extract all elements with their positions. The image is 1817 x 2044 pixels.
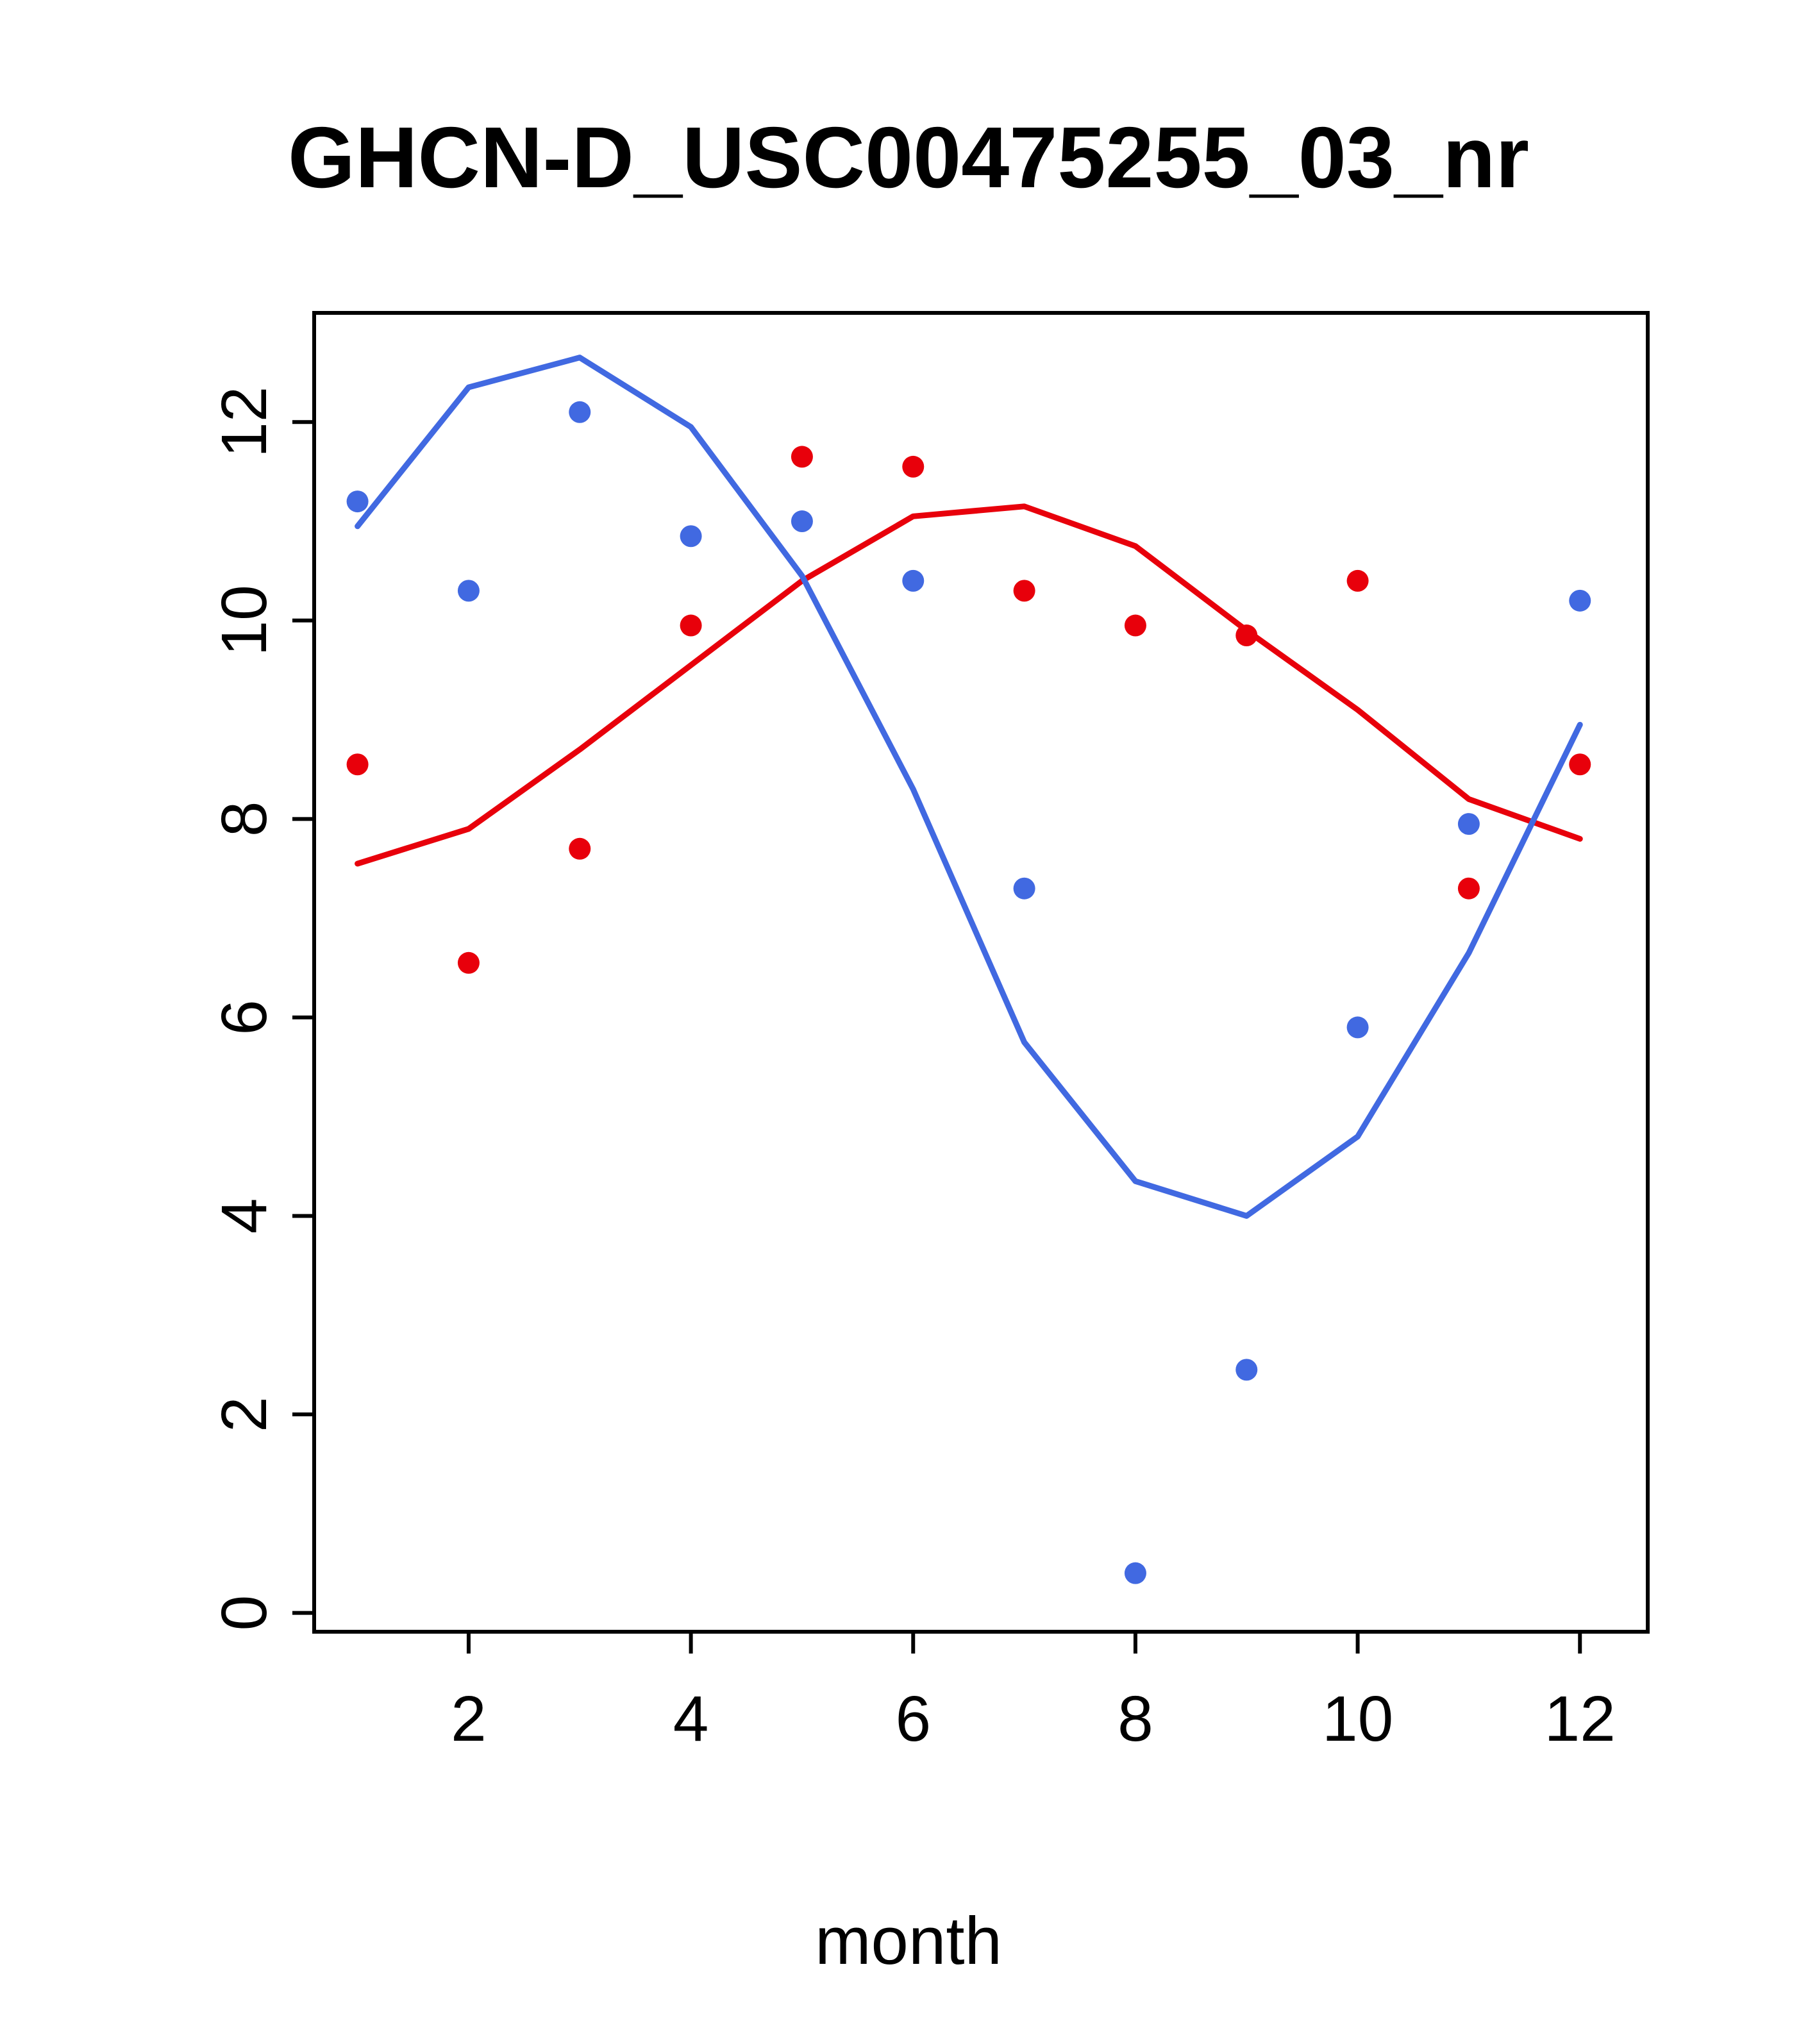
y-tick-label: 12 xyxy=(208,387,280,458)
y-tick-label: 6 xyxy=(208,1000,280,1035)
blue-points-marker xyxy=(1569,589,1591,612)
red-points-marker xyxy=(902,455,925,478)
y-tick-label: 0 xyxy=(208,1595,280,1631)
blue-points-marker xyxy=(1457,813,1480,835)
blue-points-marker xyxy=(346,490,369,513)
red-points-marker xyxy=(1457,877,1480,900)
x-tick-label: 6 xyxy=(895,1683,931,1755)
blue-points-marker xyxy=(1346,1016,1369,1039)
red-points-marker xyxy=(1235,624,1258,647)
y-tick-label: 2 xyxy=(208,1396,280,1432)
y-tick-label: 10 xyxy=(208,585,280,656)
x-tick-label: 2 xyxy=(451,1683,487,1755)
x-tick-label: 12 xyxy=(1545,1683,1616,1755)
red-points-marker xyxy=(1346,569,1369,592)
blue-points-marker xyxy=(1013,877,1035,900)
blue-points-marker xyxy=(791,510,813,533)
red-points-marker xyxy=(457,951,480,974)
red-points-marker xyxy=(1569,753,1591,776)
red-trend-line xyxy=(355,503,1583,867)
blue-points-marker xyxy=(902,569,925,592)
x-tick-label: 8 xyxy=(1118,1683,1153,1755)
red-points-marker xyxy=(1013,580,1035,602)
blue-points-marker xyxy=(569,401,591,423)
blue-points-marker xyxy=(1124,1562,1146,1584)
y-tick-label: 4 xyxy=(208,1198,280,1234)
blue-points-marker xyxy=(1235,1359,1258,1381)
x-axis-label: month xyxy=(815,1904,1002,1979)
y-tick-label: 8 xyxy=(208,801,280,837)
blue-points-marker xyxy=(680,525,702,548)
blue-points-marker xyxy=(457,580,480,602)
red-points-marker xyxy=(569,837,591,860)
red-points-marker xyxy=(346,753,369,776)
x-tick-label: 10 xyxy=(1322,1683,1393,1755)
x-tick-label: 4 xyxy=(673,1683,709,1755)
blue-trend-line xyxy=(355,355,1583,1219)
red-points-marker xyxy=(791,446,813,468)
red-points-marker xyxy=(1124,614,1146,637)
chart-title: GHCN-D_USC00475255_03_nr xyxy=(287,109,1529,206)
red-points-marker xyxy=(680,614,702,637)
plot-box xyxy=(312,311,1650,1634)
